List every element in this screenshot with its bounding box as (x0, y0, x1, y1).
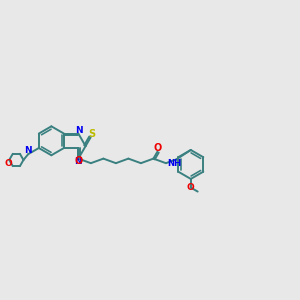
Text: N: N (74, 157, 82, 166)
Text: N: N (75, 126, 83, 135)
Text: O: O (5, 159, 13, 168)
Text: O: O (154, 143, 162, 153)
Text: N: N (24, 146, 32, 155)
Text: O: O (186, 183, 194, 192)
Text: O: O (74, 156, 82, 166)
Text: S: S (88, 129, 95, 139)
Text: NH: NH (167, 159, 181, 168)
